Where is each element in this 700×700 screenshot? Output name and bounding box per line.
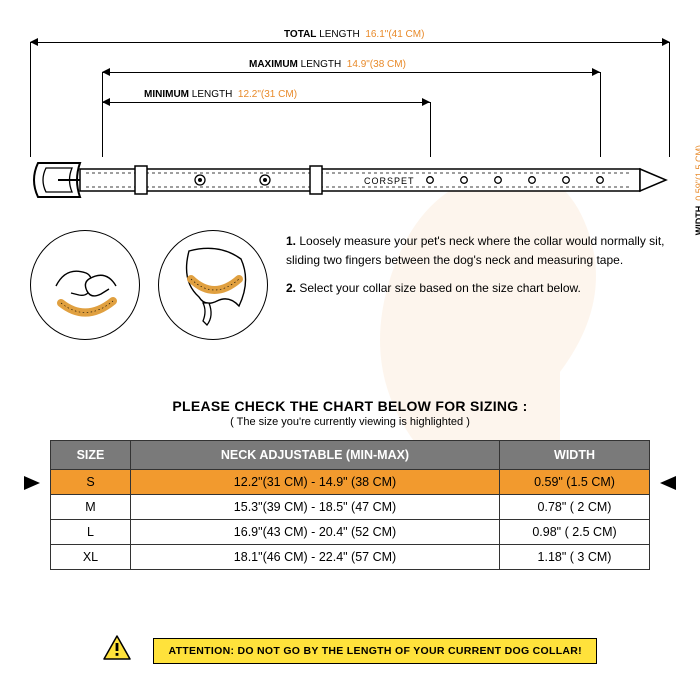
attention-bar: ATTENTION: DO NOT GO BY THE LENGTH OF YO… bbox=[0, 635, 700, 666]
instruction-text: 1. Loosely measure your pet's neck where… bbox=[286, 230, 670, 308]
table-cell: M bbox=[51, 495, 131, 520]
sizing-heading: PLEASE CHECK THE CHART BELOW FOR SIZING … bbox=[0, 398, 700, 428]
col-width-header: WIDTH bbox=[500, 441, 650, 470]
table-cell: 1.18" ( 3 CM) bbox=[500, 545, 650, 570]
table-row: M15.3"(39 CM) - 18.5" (47 CM)0.78" ( 2 C… bbox=[51, 495, 650, 520]
table-cell: XL bbox=[51, 545, 131, 570]
table-cell: 12.2"(31 CM) - 14.9" (38 CM) bbox=[131, 470, 500, 495]
table-cell: 18.1"(46 CM) - 22.4" (57 CM) bbox=[131, 545, 500, 570]
col-size-header: SIZE bbox=[51, 441, 131, 470]
table-cell: S bbox=[51, 470, 131, 495]
minimum-length-label: MINIMUM LENGTH 12.2"(31 CM) bbox=[140, 89, 301, 100]
table-header-row: SIZE NECK ADJUSTABLE (MIN-MAX) WIDTH bbox=[51, 441, 650, 470]
highlight-arrow-left bbox=[24, 476, 40, 490]
table-cell: 0.78" ( 2 CM) bbox=[500, 495, 650, 520]
col-neck-header: NECK ADJUSTABLE (MIN-MAX) bbox=[131, 441, 500, 470]
table-cell: 15.3"(39 CM) - 18.5" (47 CM) bbox=[131, 495, 500, 520]
width-label: WIDTH 0.59"(1.5 CM) bbox=[694, 145, 700, 235]
warning-icon bbox=[103, 635, 131, 666]
table-cell: 16.9"(43 CM) - 20.4" (52 CM) bbox=[131, 520, 500, 545]
attention-text: ATTENTION: DO NOT GO BY THE LENGTH OF YO… bbox=[153, 638, 597, 664]
sizing-title: PLEASE CHECK THE CHART BELOW FOR SIZING … bbox=[0, 398, 700, 414]
measure-neck-illustration bbox=[158, 230, 268, 340]
collar-illustration: CORSPET bbox=[30, 155, 670, 205]
table-row: L16.9"(43 CM) - 20.4" (52 CM)0.98" ( 2.5… bbox=[51, 520, 650, 545]
sizing-subtitle: ( The size you're currently viewing is h… bbox=[0, 416, 700, 428]
table-row: S12.2"(31 CM) - 14.9" (38 CM)0.59" (1.5 … bbox=[51, 470, 650, 495]
instructions-row: 1. Loosely measure your pet's neck where… bbox=[30, 230, 670, 340]
table-cell: 0.98" ( 2.5 CM) bbox=[500, 520, 650, 545]
size-table: SIZE NECK ADJUSTABLE (MIN-MAX) WIDTH S12… bbox=[50, 440, 650, 570]
maximum-length-label: MAXIMUM LENGTH 14.9"(38 CM) bbox=[245, 59, 410, 70]
highlight-arrow-right bbox=[660, 476, 676, 490]
table-cell: L bbox=[51, 520, 131, 545]
total-length-label: TOTAL LENGTH 16.1"(41 CM) bbox=[280, 29, 428, 40]
measure-hands-illustration bbox=[30, 230, 140, 340]
table-row: XL18.1"(46 CM) - 22.4" (57 CM)1.18" ( 3 … bbox=[51, 545, 650, 570]
size-table-wrap: SIZE NECK ADJUSTABLE (MIN-MAX) WIDTH S12… bbox=[50, 440, 650, 570]
table-cell: 0.59" (1.5 CM) bbox=[500, 470, 650, 495]
brand-text: CORSPET bbox=[364, 176, 415, 186]
